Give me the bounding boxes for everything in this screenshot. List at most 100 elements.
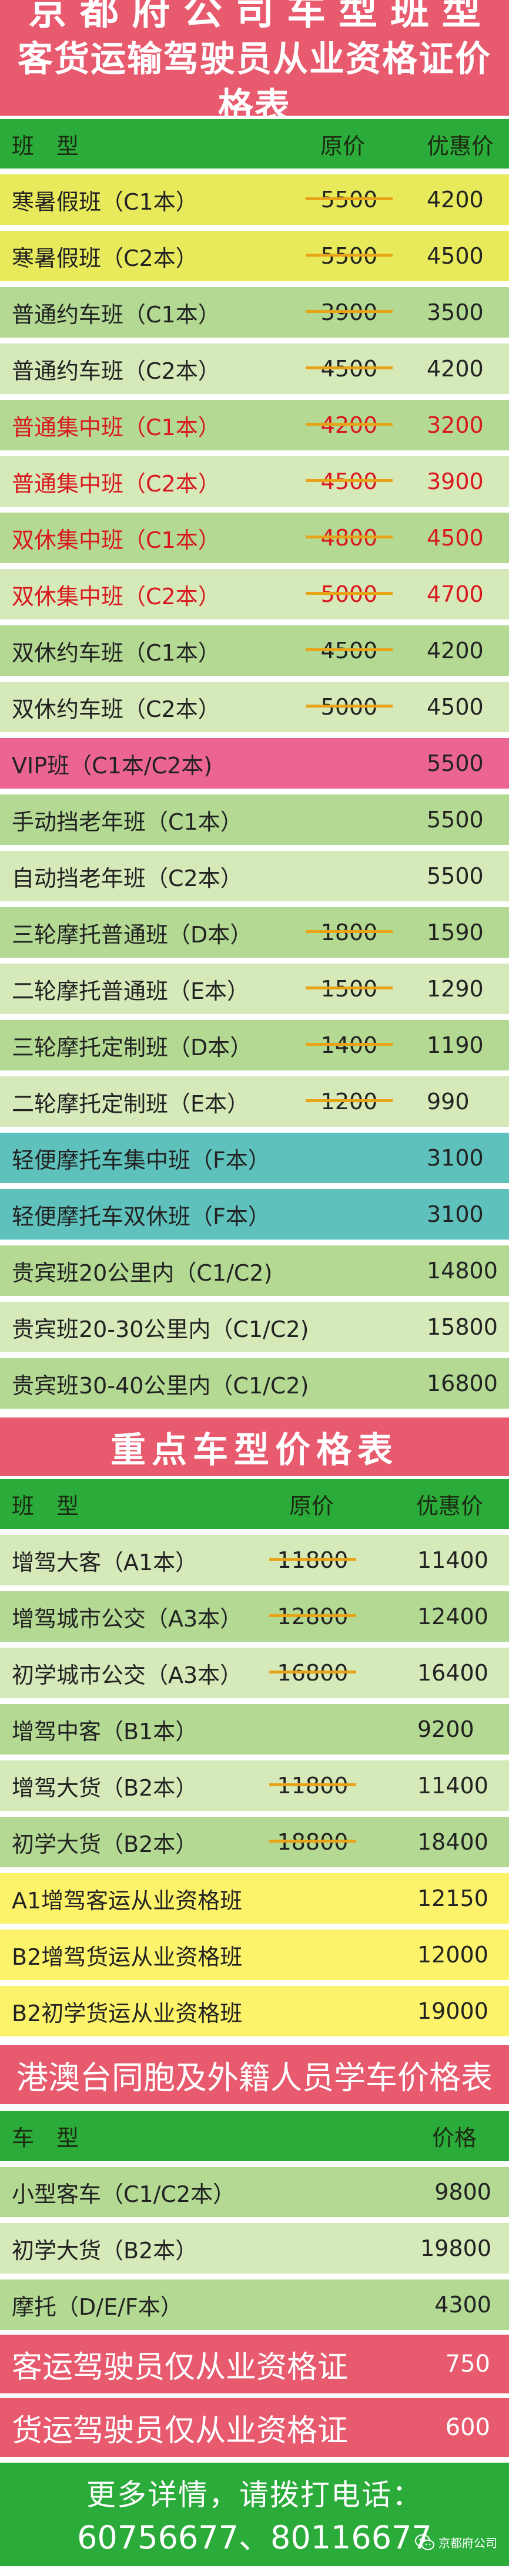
original-price: 1200 — [306, 1089, 393, 1114]
watermark-text: 京都府公司 — [438, 2536, 497, 2550]
original-price: 5000 — [306, 694, 393, 720]
discount-price: 3100 — [427, 1201, 484, 1227]
table-row: 二轮摩托普通班（E本） 1500 1290 — [0, 964, 509, 1014]
original-price: 5500 — [306, 243, 393, 269]
row-name: 双休集中班（C2本） — [12, 583, 220, 610]
discount-price: 5500 — [427, 750, 484, 776]
table-row: B2增驾货运从业资格班 12000 — [0, 1930, 509, 1980]
row-name: 普通集中班（C2本） — [12, 470, 220, 497]
original-price: 11800 — [269, 1547, 356, 1573]
discount-price: 4500 — [427, 525, 484, 551]
section-title: 港澳台同胞及外籍人员学车价格表 — [0, 2045, 509, 2104]
row-name: B2增驾货运从业资格班 — [12, 1944, 243, 1970]
section-class-prices: 班型 原价 优惠价 寒暑假班（C1本） 5500 4200 寒暑假班（C2本） 5500… — [0, 119, 509, 1409]
discount-price: 4200 — [427, 356, 484, 382]
discount-price: 4500 — [427, 243, 484, 269]
section-title: 重点车型价格表 — [0, 1417, 509, 1476]
discount-price: 1290 — [427, 976, 484, 1002]
row-name: 自动挡老年班（C2本） — [12, 865, 243, 891]
table-body: 增驾大客（A1本） 11800 11400 增驾城市公交（A3本） 12800 12400… — [0, 1535, 509, 2036]
table-row: 普通约车班（C2本） 4500 4200 — [0, 344, 509, 394]
original-price: 18800 — [269, 1829, 356, 1855]
discount-price: 12000 — [417, 1942, 488, 1968]
row-name: 手动挡老年班（C1本） — [12, 809, 243, 835]
discount-price: 11400 — [417, 1773, 488, 1799]
table-row: 贵宾班20-30公里内（C1/C2) 15800 — [0, 1302, 509, 1352]
row-name: 增驾大货（B2本） — [12, 1774, 198, 1801]
row-name: 贵宾班30-40公里内（C1/C2) — [12, 1372, 309, 1399]
table-row: 增驾城市公交（A3本） 12800 12400 — [0, 1591, 509, 1642]
table-row: 增驾大客（A1本） 11800 11400 — [0, 1535, 509, 1585]
table-row: 初学城市公交（A3本） 16800 16400 — [0, 1648, 509, 1698]
discount-price: 9800 — [434, 2179, 491, 2205]
header-type: 班型 — [12, 1493, 102, 1519]
discount-price: 11400 — [417, 1547, 488, 1573]
table-row: 二轮摩托定制班（E本） 1200 990 — [0, 1076, 509, 1127]
table-row: 初学大货（B2本） 19800 — [0, 2223, 509, 2274]
header-original: 原价 — [289, 1493, 334, 1519]
original-price: 4800 — [306, 525, 393, 551]
row-name: 普通约车班（C1本） — [12, 301, 220, 328]
table-row: 增驾大货（B2本） 11800 11400 — [0, 1760, 509, 1811]
discount-price: 4300 — [434, 2292, 491, 2318]
table-row: 手动挡老年班（C1本） 5500 — [0, 794, 509, 845]
table-row: 三轮摩托定制班（D本） 1400 1190 — [0, 1020, 509, 1070]
row-name: 增驾中客（B1本） — [12, 1718, 198, 1745]
original-price: 1800 — [306, 920, 393, 945]
discount-price: 4200 — [427, 638, 484, 664]
title-line1: 京都府公司车型班型 — [28, 0, 494, 33]
table-row: 贵宾班20公里内（C1/C2) 14800 — [0, 1245, 509, 1296]
discount-price: 16400 — [417, 1660, 488, 1686]
row-name: 双休约车班（C2本） — [12, 696, 220, 722]
table-header: 车型 价格 — [0, 2111, 509, 2161]
wechat-icon — [415, 2534, 434, 2550]
row-name: 二轮摩托普通班（E本） — [12, 978, 250, 1004]
table-row: 寒暑假班（C2本） 5500 4500 — [0, 231, 509, 281]
discount-price: 4700 — [427, 581, 484, 607]
title-banner: 京都府公司车型班型 客货运输驾驶员从业资格证价格表 — [0, 0, 509, 127]
row-name: 普通约车班（C2本） — [12, 358, 220, 384]
discount-price: 12400 — [417, 1604, 488, 1629]
phone-numbers[interactable]: 60756677、80116677 — [77, 2519, 432, 2556]
header-type: 车型 — [12, 2125, 102, 2151]
table-row: 普通集中班（C2本） 4500 3900 — [0, 456, 509, 507]
title-line2: 客货运输驾驶员从业资格证价格表 — [18, 38, 491, 127]
original-price: 1400 — [306, 1032, 393, 1058]
header-original: 原价 — [320, 133, 366, 159]
original-price: 3900 — [306, 299, 393, 325]
discount-price: 1590 — [427, 920, 484, 945]
table-row: 双休约车班（C1本） 4500 4200 — [0, 625, 509, 676]
header-discount: 优惠价 — [416, 1493, 484, 1519]
discount-price: 990 — [427, 1089, 470, 1114]
table-row: 三轮摩托普通班（D本） 1800 1590 — [0, 907, 509, 958]
original-price: 1500 — [306, 976, 393, 1002]
certificate-name: 客运驾驶员仅从业资格证 — [12, 2349, 349, 2385]
discount-price: 15800 — [427, 1314, 498, 1340]
original-price: 4500 — [306, 356, 393, 382]
original-price: 5000 — [306, 581, 393, 607]
table-row: 寒暑假班（C1本） 5500 4200 — [0, 174, 509, 225]
row-name: 增驾城市公交（A3本） — [12, 1605, 243, 1632]
original-price: 4200 — [306, 412, 393, 438]
discount-price: 1190 — [427, 1032, 484, 1058]
certificate-row: 货运驾驶员仅从业资格证 600 — [0, 2398, 509, 2457]
discount-price: 16800 — [427, 1371, 498, 1396]
row-name: 双休集中班（C1本） — [12, 527, 220, 553]
discount-price: 3200 — [427, 412, 484, 438]
discount-price: 18400 — [417, 1829, 488, 1855]
table-row: 贵宾班30-40公里内（C1/C2) 16800 — [0, 1358, 509, 1409]
contact-footer: 更多详情，请拨打电话： 60756677、80116677 京都府公司 — [0, 2463, 509, 2566]
original-price: 11800 — [269, 1773, 356, 1799]
table-row: 轻便摩托车双休班（F本） 3100 — [0, 1189, 509, 1240]
row-name: B2初学货运从业资格班 — [12, 2000, 243, 2026]
table-body: 寒暑假班（C1本） 5500 4200 寒暑假班（C2本） 5500 4500 普通约车班（… — [0, 174, 509, 1409]
table-body: 小型客车（C1/C2本） 9800 初学大货（B2本） 19800 摩托（D/E/F本）… — [0, 2167, 509, 2330]
table-row: 小型客车（C1/C2本） 9800 — [0, 2167, 509, 2217]
table-row: B2初学货运从业资格班 19000 — [0, 1986, 509, 2036]
table-row: 普通集中班（C1本） 4200 3200 — [0, 400, 509, 450]
table-row: 自动挡老年班（C2本） 5500 — [0, 851, 509, 901]
table-row: 双休集中班（C1本） 4800 4500 — [0, 513, 509, 563]
discount-price: 14800 — [427, 1258, 498, 1284]
row-name: 初学城市公交（A3本） — [12, 1662, 243, 1688]
